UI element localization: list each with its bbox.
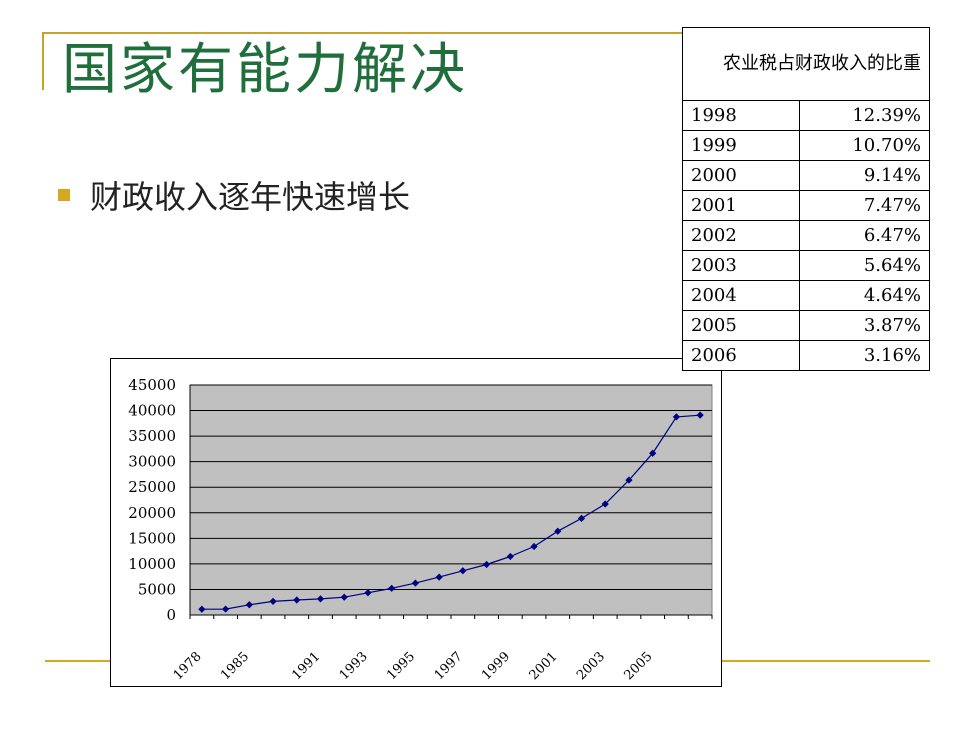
title-accent-line xyxy=(42,32,44,90)
x-axis-ticks: 1978 1985 1991 1993 1995 1997 1999 2001 2003 2005 xyxy=(171,615,713,683)
y-tick-label: 40000 xyxy=(128,402,176,420)
y-tick-label: 10000 xyxy=(128,555,176,573)
plot-area xyxy=(189,384,713,616)
table-cell-year: 2005 xyxy=(682,310,800,341)
table-cell-percent: 7.47% xyxy=(799,190,930,221)
table-cell-year: 1999 xyxy=(682,130,800,161)
tax-share-table: 农业税占财政收入的比重 1998 12.39% 1999 10.70% 2000 9.14… xyxy=(682,27,930,371)
table-row: 2003 5.64% xyxy=(682,250,930,281)
header-accent-line xyxy=(42,32,682,34)
table-row: 2000 9.14% xyxy=(682,160,930,191)
table-header: 农业税占财政收入的比重 xyxy=(682,27,930,101)
table-row: 2005 3.87% xyxy=(682,310,930,341)
table-row: 2002 6.47% xyxy=(682,220,930,251)
x-tick-label: 1985 xyxy=(218,649,252,683)
table-row: 1999 10.70% xyxy=(682,130,930,161)
table-cell-year: 2004 xyxy=(682,280,800,311)
table-cell-percent: 10.70% xyxy=(799,130,930,161)
table-header-row: 农业税占财政收入的比重 xyxy=(682,27,930,101)
x-tick-label: 2005 xyxy=(622,649,656,683)
revenue-chart-svg: 0 5000 10000 15000 20000 25000 30000 35000 40000… xyxy=(128,376,713,683)
table-cell-percent: 4.64% xyxy=(799,280,930,311)
x-tick-label: 1999 xyxy=(479,649,513,683)
data-point xyxy=(316,595,325,603)
data-point xyxy=(482,560,491,569)
slide-title: 国家有能力解决 xyxy=(62,37,469,101)
y-tick-label: 15000 xyxy=(128,529,176,547)
table-cell-year: 1998 xyxy=(682,100,800,131)
y-tick-label: 5000 xyxy=(138,580,176,598)
y-tick-label: 20000 xyxy=(128,504,176,522)
table-cell-percent: 12.39% xyxy=(799,100,930,131)
y-tick-label: 35000 xyxy=(128,427,176,445)
bullet-square-icon xyxy=(58,189,70,201)
data-point xyxy=(411,579,420,587)
table-cell-percent: 9.14% xyxy=(799,160,930,191)
y-tick-label: 25000 xyxy=(128,478,176,496)
y-tick-label: 0 xyxy=(166,606,176,624)
table-cell-year: 2002 xyxy=(682,220,800,251)
y-tick-label: 30000 xyxy=(128,453,176,471)
bullet-text: 财政收入逐年快速增长 xyxy=(90,178,411,216)
data-point xyxy=(221,605,230,613)
x-tick-label: 1978 xyxy=(171,649,205,683)
table-cell-percent: 6.47% xyxy=(799,220,930,251)
table-cell-percent: 5.64% xyxy=(799,250,930,281)
y-axis-ticks: 0 5000 10000 15000 20000 25000 30000 35000 40000… xyxy=(128,376,176,624)
data-point xyxy=(198,605,206,613)
series-line xyxy=(201,414,701,610)
table-row: 1998 12.39% xyxy=(682,100,930,131)
table-cell-percent: 3.16% xyxy=(799,340,930,371)
x-tick-label: 2001 xyxy=(527,649,561,683)
table-row: 2006 3.16% xyxy=(682,340,930,371)
table-cell-year: 2000 xyxy=(682,160,800,191)
table-row: 2001 7.47% xyxy=(682,190,930,221)
x-tick-label: 2003 xyxy=(574,649,608,683)
table-cell-year: 2001 xyxy=(682,190,800,221)
table-row: 2004 4.64% xyxy=(682,280,930,311)
revenue-chart: 0 5000 10000 15000 20000 25000 30000 35000 40000… xyxy=(110,358,722,687)
x-tick-label: 1991 xyxy=(289,649,323,683)
x-tick-label: 1993 xyxy=(337,649,371,683)
y-tick-label: 45000 xyxy=(128,376,176,394)
bullet-item: 财政收入逐年快速增长 xyxy=(58,172,410,218)
x-tick-label: 1995 xyxy=(384,649,418,683)
grid-lines xyxy=(190,384,712,590)
table-cell-percent: 3.87% xyxy=(799,310,930,341)
table-body: 1998 12.39% 1999 10.70% 2000 9.14% 2001 7.47% 20… xyxy=(682,100,930,371)
table-cell-year: 2006 xyxy=(682,340,800,371)
table-cell-year: 2003 xyxy=(682,250,800,281)
x-tick-label: 1997 xyxy=(432,649,466,683)
